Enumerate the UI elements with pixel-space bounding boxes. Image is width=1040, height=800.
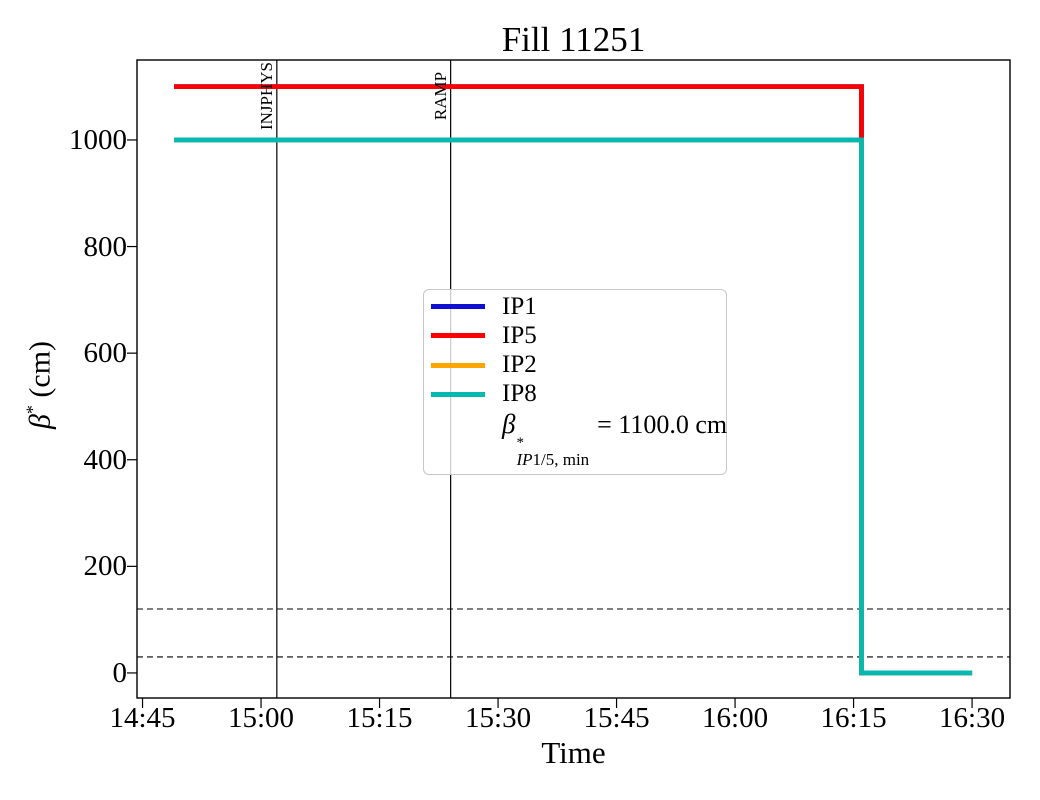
legend-label-ip1: IP1 [502, 292, 537, 320]
x-axis-label: Time [541, 735, 606, 770]
series-line-ip8 [174, 137, 973, 676]
legend-note: β * IP1/5, min = 1100.0 cm [502, 409, 727, 468]
legend-label-ip2: IP2 [502, 351, 537, 379]
axes-frame [136, 59, 1011, 699]
y-tick-label: 800 [83, 230, 128, 263]
note-subscript: IP1/5, min [516, 451, 589, 468]
legend-label-ip5: IP5 [502, 321, 537, 349]
x-tick-label: 16:15 [820, 702, 887, 734]
legend-row-ip8: IP8 [431, 380, 716, 409]
x-tick-label: 15:45 [583, 702, 650, 734]
legend-swatch-ip5 [431, 333, 485, 339]
y-label-beta: β [23, 414, 57, 430]
chart-title: Fill 11251 [501, 20, 646, 59]
note-beta: β [502, 409, 516, 439]
y-label-star: * [22, 405, 43, 415]
note-value: = 1100.0 cm [597, 410, 728, 439]
y-tick-label: 200 [83, 550, 128, 583]
legend-swatch-ip2 [431, 362, 485, 368]
y-tick-label: 1000 [69, 123, 127, 156]
x-tick-label: 15:00 [228, 702, 295, 734]
x-tick-label: 16:00 [702, 702, 769, 734]
legend-note-row: β * IP1/5, min = 1100.0 cm [431, 409, 727, 468]
x-tick-label: 15:15 [346, 702, 413, 734]
legend-label-ip8: IP8 [502, 380, 537, 408]
x-tick-label: 16:30 [939, 702, 1006, 734]
event-label-ramp: RAMP [430, 71, 450, 121]
legend-row-ip5: IP5 [431, 321, 716, 350]
x-tick-label: 14:45 [109, 702, 176, 734]
legend-row-ip2: IP2 [431, 351, 716, 380]
y-tick-label: 0 [112, 656, 128, 689]
legend-swatch-ip8 [431, 391, 485, 397]
y-tick-label: 400 [83, 443, 128, 476]
note-star: * [516, 435, 524, 451]
note-sub-rest: 1/5, min [532, 450, 590, 469]
note-subsup: * IP1/5, min [516, 435, 589, 469]
legend-swatch-ip1 [431, 304, 485, 310]
note-sub-italic: IP [516, 450, 533, 469]
legend-row-ip1: IP1 [431, 292, 716, 321]
x-tick-label: 15:30 [465, 702, 532, 734]
event-label-injphys: INJPHYS [256, 61, 276, 131]
legend: IP1 IP5 IP2 IP8 β * IP1/5, min = 1100.0 cm [423, 289, 727, 475]
y-tick-label: 600 [83, 337, 128, 370]
